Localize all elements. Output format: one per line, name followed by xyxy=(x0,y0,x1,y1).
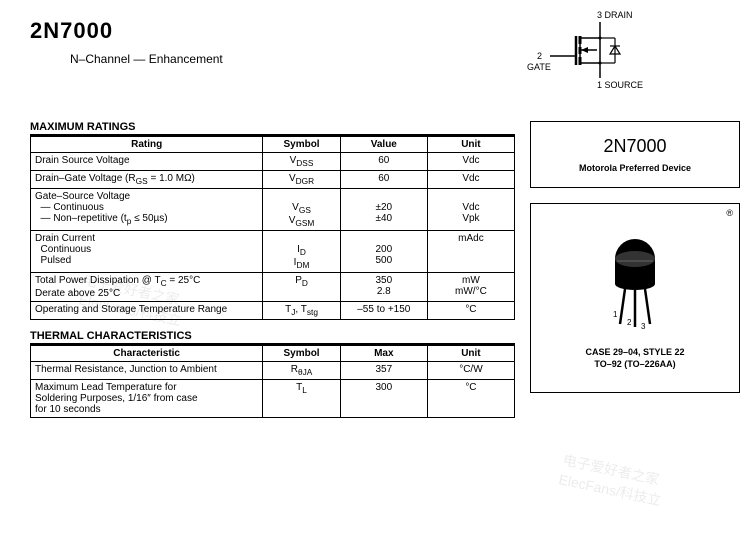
pkg-line1: CASE 29–04, STYLE 22 xyxy=(539,347,731,359)
svg-text:1: 1 xyxy=(613,310,618,319)
th-symbol2: Symbol xyxy=(263,346,340,362)
thermal-table: Characteristic Symbol Max Unit Thermal R… xyxy=(30,345,515,418)
registered-icon: ® xyxy=(726,208,733,218)
table-row: Thermal Resistance, Junction to AmbientR… xyxy=(31,362,515,380)
mosfet-symbol: 3 DRAIN 2 GATE 1 SOURCE xyxy=(525,8,655,88)
box-part: 2N7000 xyxy=(539,136,731,157)
th-rating: Rating xyxy=(31,137,263,153)
ratings-table: Rating Symbol Value Unit Drain Source Vo… xyxy=(30,136,515,320)
pin-drain-label: 3 DRAIN xyxy=(597,10,633,20)
package-box: ® 1 2 3 CASE 29–04, STYLE 22 TO–92 (TO–2… xyxy=(530,203,740,393)
svg-text:2: 2 xyxy=(537,51,542,61)
table-row: Gate–Source Voltage — Continuous — Non–r… xyxy=(31,189,515,231)
thermal-title: THERMAL CHARACTERISTICS xyxy=(30,330,515,345)
package-icon: 1 2 3 xyxy=(595,229,675,339)
th-symbol: Symbol xyxy=(263,137,340,153)
table-row: Drain–Gate Voltage (RGS = 1.0 MΩ)VDGR60V… xyxy=(31,171,515,189)
th-unit: Unit xyxy=(427,137,514,153)
pkg-line2: TO–92 (TO–226AA) xyxy=(539,359,731,371)
table-row: Drain Current Continuous PulsedIDIDM2005… xyxy=(31,231,515,273)
table-row: Total Power Dissipation @ TC = 25°CDerat… xyxy=(31,273,515,302)
device-box: 2N7000 Motorola Preferred Device xyxy=(530,121,740,188)
svg-text:1 SOURCE: 1 SOURCE xyxy=(597,80,643,90)
th-value: Value xyxy=(340,137,427,153)
box-sub: Motorola Preferred Device xyxy=(539,163,731,173)
table-row: Drain Source VoltageVDSS60Vdc xyxy=(31,153,515,171)
svg-text:3: 3 xyxy=(641,322,646,331)
th-char: Characteristic xyxy=(31,346,263,362)
svg-text:2: 2 xyxy=(627,318,632,327)
table-row: Operating and Storage Temperature RangeT… xyxy=(31,302,515,320)
table-row: Maximum Lead Temperature forSoldering Pu… xyxy=(31,380,515,418)
th-unit2: Unit xyxy=(427,346,514,362)
th-max: Max xyxy=(340,346,427,362)
ratings-title: MAXIMUM RATINGS xyxy=(30,121,515,136)
svg-text:GATE: GATE xyxy=(527,62,551,72)
